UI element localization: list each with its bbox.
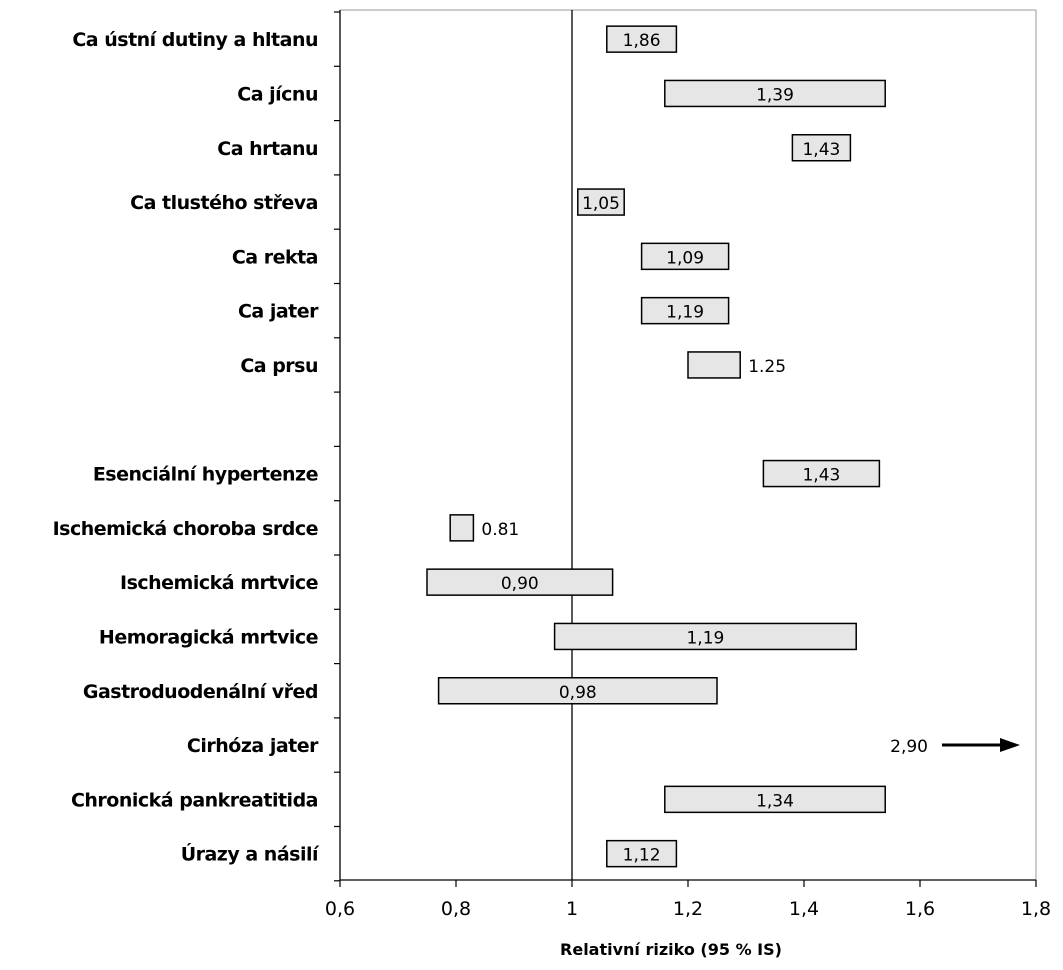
x-tick-label: 1,8 bbox=[1021, 898, 1051, 920]
x-tick-label: 1 bbox=[566, 898, 578, 920]
ci-bar bbox=[687, 351, 741, 379]
value-label: 1,86 bbox=[623, 31, 661, 51]
category-label: Chronická pankreatitida bbox=[71, 789, 318, 811]
category-label: Cirhóza jater bbox=[187, 735, 319, 757]
ci-bar bbox=[762, 459, 881, 488]
value-label: 1,39 bbox=[756, 85, 794, 105]
value-label: 1,43 bbox=[802, 466, 840, 486]
ci-bar bbox=[640, 296, 730, 325]
ci-bar bbox=[606, 25, 678, 53]
category-label: Ischemická choroba srdce bbox=[53, 518, 318, 540]
ci-bar bbox=[577, 188, 625, 216]
ci-bar bbox=[437, 677, 718, 705]
ci-bar bbox=[606, 839, 678, 868]
ci-bar bbox=[553, 622, 857, 651]
ci-bar bbox=[449, 514, 475, 542]
x-tick-label: 0,6 bbox=[325, 898, 355, 920]
category-label: Gastroduodenální vřed bbox=[83, 681, 318, 703]
value-label: 1,12 bbox=[623, 846, 661, 866]
value-label: 0,90 bbox=[501, 574, 539, 594]
category-label: Hemoragická mrtvice bbox=[99, 626, 318, 648]
x-tick-label: 1,6 bbox=[905, 898, 935, 920]
ci-bar bbox=[664, 785, 886, 814]
value-label: 1,19 bbox=[666, 303, 704, 323]
value-label: 2,90 bbox=[890, 737, 928, 757]
value-label: 1.25 bbox=[748, 357, 786, 377]
value-label: 1,19 bbox=[686, 628, 724, 648]
category-label: Ischemická mrtvice bbox=[120, 572, 318, 594]
category-label: Ca jater bbox=[238, 301, 319, 323]
value-label: 0,98 bbox=[559, 683, 597, 703]
category-label: Úrazy a násilí bbox=[181, 842, 320, 866]
value-label: 1,34 bbox=[756, 791, 794, 811]
value-label: 1,09 bbox=[666, 248, 704, 268]
category-label: Ca ústní dutiny a hltanu bbox=[72, 29, 318, 51]
value-label: 1,43 bbox=[802, 140, 840, 160]
x-tick-label: 1,2 bbox=[673, 898, 703, 920]
value-label: 1,05 bbox=[582, 194, 620, 214]
ci-bar bbox=[664, 79, 886, 108]
x-tick-label: 1,4 bbox=[789, 898, 819, 920]
ci-bar bbox=[426, 568, 614, 596]
category-label: Ca rekta bbox=[232, 246, 318, 268]
off-scale-arrow-head bbox=[1000, 738, 1020, 753]
x-axis-title: Relativní riziko (95 % IS) bbox=[560, 940, 782, 959]
category-label: Ca hrtanu bbox=[217, 138, 318, 160]
value-label: 0.81 bbox=[481, 520, 519, 540]
ci-bar bbox=[640, 242, 730, 271]
category-label: Esenciální hypertenze bbox=[93, 464, 318, 486]
category-label: Ca tlustého střeva bbox=[130, 192, 318, 214]
x-tick-label: 0,8 bbox=[441, 898, 471, 920]
category-label: Ca jícnu bbox=[237, 83, 318, 105]
category-label: Ca prsu bbox=[240, 355, 318, 377]
ci-bar bbox=[791, 134, 852, 162]
